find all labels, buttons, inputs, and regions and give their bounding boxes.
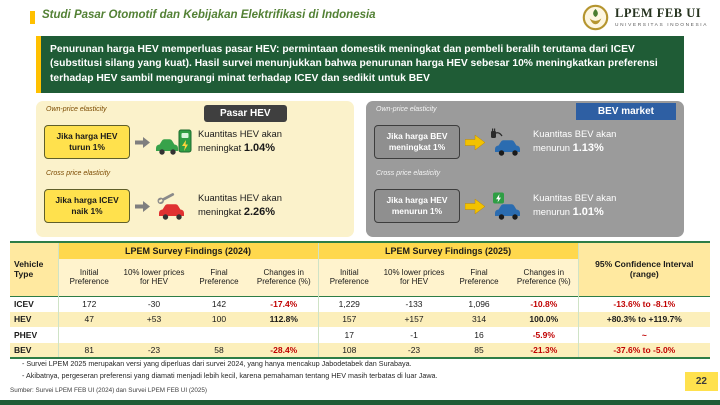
row-label: ICEV (14, 299, 34, 309)
headline-banner: Penurunan harga HEV memperluas pasar HEV… (36, 36, 684, 94)
hev-cross-row: Jika harga ICEV naik 1% Kuantitas HEV ak… (44, 181, 350, 231)
footnotes: - Survei LPEM 2025 merupakan versi yang … (22, 358, 438, 381)
slide-title: Studi Pasar Otomotif dan Kebijakan Elekt… (42, 9, 376, 21)
logo-title: LPEM FEB UI (615, 6, 702, 21)
bev-own-price-label: Own-price elasticity (376, 106, 437, 113)
arrow-right-icon (465, 198, 485, 214)
university-emblem-icon (582, 4, 609, 31)
group-header-2025: LPEM Survey Findings (2025) (317, 242, 579, 259)
bev-own-value: 1.13% (572, 141, 604, 154)
hev-panel-title: Pasar HEV (204, 105, 287, 122)
source-line: Sumber: Survei LPEM FEB UI (2024) dan Su… (10, 387, 208, 394)
table-row-icev: ICEV 172 -30 142 -17.4% 1,229 -133 1,096… (10, 296, 711, 312)
hev-panel: Own-price elasticity Pasar HEV Jika harg… (36, 101, 354, 237)
col-header-changes-2025: Changes in Preference (%) (510, 259, 579, 296)
ev-charging-station-icon (155, 127, 193, 157)
table-row-hev: HEV 47 +53 100 112.8% 157 +157 314 100.0… (10, 311, 711, 327)
bottom-accent-bar (0, 400, 720, 405)
bev-panel: Own-price elasticity BEV market Jika har… (366, 101, 684, 237)
electric-car-charging-icon (490, 191, 528, 221)
arrow-right-icon (135, 136, 150, 148)
bev-own-condition-box: Jika harga BEV meningkat 1% (374, 125, 460, 159)
hev-cross-result: Kuantitas HEV akan meningkat 2.26% (198, 192, 282, 218)
hev-cross-price-label: Cross price elasticity (46, 170, 111, 177)
col-header-initial-2024: Initial Preference (57, 259, 120, 296)
logo-subtitle: UNIVERSITAS INDONESIA (615, 22, 708, 28)
electric-car-plug-icon (490, 127, 528, 157)
col-header-vehicle-type: Vehicle Type (10, 242, 58, 296)
col-header-initial-2025: Initial Preference (317, 259, 381, 296)
bev-own-row: Jika harga BEV meningkat 1% Kuantitas BE… (374, 117, 680, 167)
arrow-right-icon (465, 134, 485, 150)
hev-own-condition-box: Jika harga HEV turun 1% (44, 125, 130, 159)
table-row-bev: BEV 81 -23 58 -28.4% 108 -23 85 -21.3% -… (10, 342, 711, 358)
row-label: HEV (14, 314, 32, 325)
row-label: BEV (14, 344, 32, 355)
hev-own-value: 1.04% (243, 141, 276, 154)
hev-own-result: Kuantitas HEV akan meningkat 1.04% (198, 128, 282, 154)
group-header-2024: LPEM Survey Findings (2024) (57, 242, 319, 259)
table-row-phev: PHEV 17 -1 16 -5.9% ~ (10, 327, 711, 343)
lpem-logo: LPEM FEB UI UNIVERSITAS INDONESIA (582, 4, 708, 31)
logo-text: LPEM FEB UI UNIVERSITAS INDONESIA (615, 6, 708, 28)
bev-cross-condition-box: Jika harga HEV menurun 1% (374, 189, 460, 223)
bev-cross-result: Kuantitas BEV akan menurun 1.01% (533, 192, 617, 218)
row-label: PHEV (14, 329, 38, 340)
col-header-final-2025: Final Preference (448, 259, 511, 296)
footnote-1: - Survei LPEM 2025 merupakan versi yang … (22, 359, 412, 368)
bev-own-result: Kuantitas BEV akan menurun 1.13% (533, 128, 617, 154)
col-header-changes-2024: Changes in Preference (%) (250, 259, 319, 296)
bev-cross-price-label: Cross price elasticity (376, 170, 441, 177)
survey-findings-table: Vehicle Type LPEM Survey Findings (2024)… (10, 241, 711, 359)
car-service-icon (155, 191, 193, 221)
col-header-lower-prices-2025: 10% lower prices for HEV (380, 259, 449, 296)
hev-cross-value: 2.26% (243, 205, 276, 218)
hev-own-price-label: Own-price elasticity (46, 106, 107, 113)
footnote-2: - Akibatnya, pergeseran preferensi yang … (22, 370, 438, 380)
hev-own-row: Jika harga HEV turun 1% Kuantitas HEV ak… (44, 117, 350, 167)
hev-cross-condition-box: Jika harga ICEV naik 1% (44, 189, 130, 223)
bev-cross-value: 1.01% (572, 205, 604, 218)
col-header-final-2024: Final Preference (188, 259, 250, 296)
col-header-confidence-interval: 95% Confidence Interval (range) (577, 242, 711, 296)
page-number: 22 (684, 372, 718, 391)
col-header-lower-prices-2024: 10% lower prices for HEV (120, 259, 188, 296)
bev-panel-title: BEV market (575, 103, 676, 120)
arrow-right-icon (135, 200, 150, 212)
title-accent-bar (30, 11, 35, 24)
bev-cross-row: Jika harga HEV menurun 1% Kuantitas BEV … (374, 181, 680, 231)
